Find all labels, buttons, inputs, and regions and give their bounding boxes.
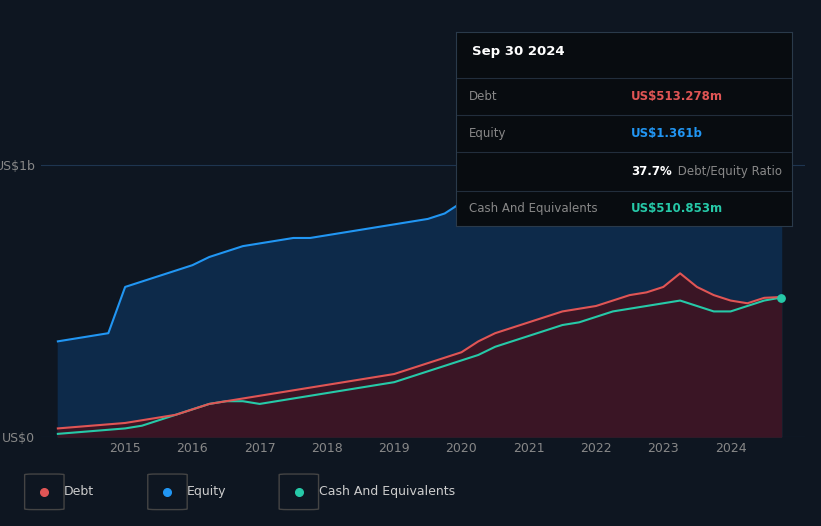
FancyBboxPatch shape: [279, 474, 319, 510]
Text: Equity: Equity: [469, 127, 507, 140]
Text: Cash And Equivalents: Cash And Equivalents: [319, 485, 455, 498]
Text: US$510.853m: US$510.853m: [631, 202, 722, 215]
Text: US$1.361b: US$1.361b: [631, 127, 703, 140]
Point: [774, 294, 787, 302]
Text: 37.7%: 37.7%: [631, 165, 672, 178]
FancyBboxPatch shape: [25, 474, 64, 510]
Text: Debt: Debt: [469, 90, 498, 103]
Text: Debt: Debt: [64, 485, 94, 498]
Text: Debt/Equity Ratio: Debt/Equity Ratio: [675, 165, 782, 178]
Text: US$513.278m: US$513.278m: [631, 90, 722, 103]
Text: Cash And Equivalents: Cash And Equivalents: [469, 202, 598, 215]
Text: Sep 30 2024: Sep 30 2024: [473, 45, 565, 58]
Point: [774, 62, 787, 70]
Text: Equity: Equity: [187, 485, 227, 498]
FancyBboxPatch shape: [148, 474, 187, 510]
